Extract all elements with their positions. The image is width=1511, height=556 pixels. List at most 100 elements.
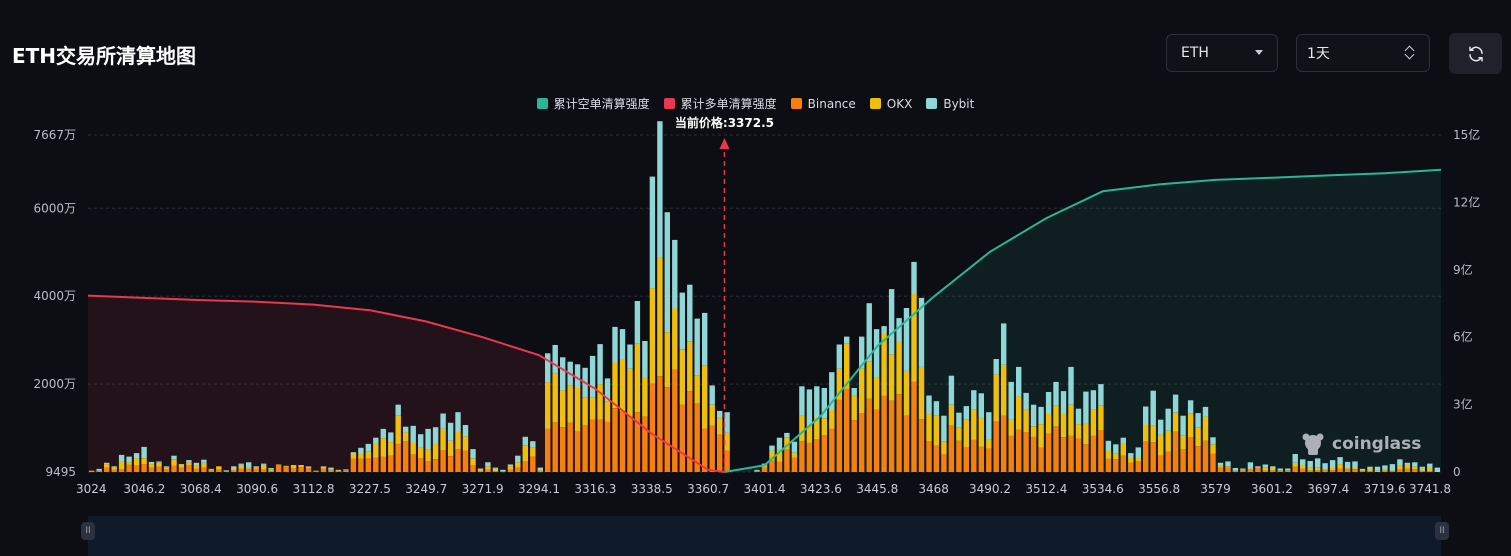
- bar-bybit: [148, 461, 155, 465]
- bar-okx: [948, 404, 955, 426]
- bar-okx: [642, 377, 648, 417]
- bar-bybit: [634, 301, 641, 344]
- bar-bybit: [1389, 464, 1396, 471]
- bar-binance: [1367, 471, 1373, 472]
- bar-bybit: [470, 449, 476, 459]
- interval-select[interactable]: 1天: [1296, 34, 1430, 72]
- bar-binance: [530, 456, 536, 472]
- bar-bybit: [1172, 394, 1179, 413]
- bar-bybit: [350, 452, 357, 454]
- bar-bybit: [881, 326, 887, 334]
- bar-okx: [1060, 413, 1067, 438]
- x-tick-label: 3068.4: [180, 482, 222, 496]
- bar-bybit: [971, 390, 977, 410]
- bar-binance: [470, 465, 476, 472]
- bar-binance: [298, 467, 304, 472]
- bar-binance: [133, 465, 140, 472]
- bar-binance: [1427, 471, 1433, 472]
- bar-bybit: [1404, 462, 1411, 465]
- bar-bybit: [597, 344, 603, 385]
- bar-okx: [261, 465, 267, 470]
- bar-okx: [1143, 424, 1149, 442]
- bar-binance: [440, 450, 446, 472]
- y-right-tick: 0: [1453, 465, 1461, 479]
- bar-okx: [358, 453, 364, 459]
- bar-okx: [664, 332, 670, 388]
- bar-okx: [717, 417, 723, 435]
- bar-okx: [380, 438, 386, 457]
- x-tick-label: 3445.8: [856, 482, 898, 496]
- bar-okx: [1240, 469, 1246, 471]
- bar-bybit: [477, 468, 484, 470]
- legend-item-binance[interactable]: Binance: [790, 95, 856, 112]
- symbol-select[interactable]: ETH: [1166, 34, 1278, 72]
- bar-bybit: [290, 465, 297, 466]
- bar-binance: [1001, 415, 1007, 472]
- bar-bybit: [791, 441, 798, 453]
- bar-binance: [612, 408, 618, 472]
- bar-okx: [1030, 426, 1037, 437]
- bar-binance: [118, 469, 125, 472]
- bar-binance: [313, 471, 319, 472]
- bar-bybit: [126, 456, 132, 463]
- bar-bybit: [717, 410, 723, 418]
- bar-bybit: [993, 359, 999, 375]
- legend-swatch: [663, 98, 675, 109]
- bar-binance: [903, 415, 910, 472]
- bar-bybit: [96, 468, 102, 471]
- bar-bybit: [208, 468, 214, 470]
- bar-bybit: [911, 261, 917, 294]
- legend-item-long[interactable]: 累计多单清算强度: [663, 95, 777, 112]
- bar-okx: [1090, 409, 1097, 436]
- bar-binance: [335, 471, 342, 472]
- zoom-handle-left[interactable]: II: [81, 522, 95, 540]
- bar-okx: [1202, 416, 1209, 441]
- bar-bybit: [1105, 440, 1112, 451]
- legend-item-bybit[interactable]: Bybit: [926, 95, 974, 112]
- bar-binance: [1247, 468, 1254, 472]
- refresh-button[interactable]: [1449, 33, 1502, 74]
- bar-binance: [395, 443, 401, 472]
- current-price-label: 当前价格:3372.5: [675, 115, 774, 130]
- bar-okx: [1113, 453, 1119, 460]
- bar-okx: [275, 464, 282, 465]
- bar-okx: [687, 341, 693, 392]
- y-right-tick: 15亿: [1453, 127, 1480, 142]
- bar-binance: [522, 461, 528, 472]
- bar-binance: [776, 461, 783, 472]
- bar-okx: [1397, 465, 1403, 470]
- bar-binance: [679, 404, 685, 472]
- bar-binance: [567, 422, 573, 472]
- bar-bybit: [507, 464, 514, 467]
- bar-bybit: [1217, 462, 1224, 466]
- bar-bybit: [963, 406, 969, 420]
- bar-okx: [918, 366, 925, 420]
- bar-bybit: [1315, 458, 1321, 468]
- bar-binance: [1419, 471, 1425, 472]
- bar-bybit: [918, 297, 925, 367]
- bar-bybit: [111, 466, 117, 468]
- bar-bybit: [836, 344, 842, 369]
- legend-label: Bybit: [943, 96, 975, 111]
- bar-binance: [1382, 470, 1388, 472]
- bar-bybit: [104, 462, 110, 465]
- bar-binance: [634, 412, 641, 472]
- bar-okx: [545, 382, 551, 429]
- bar-okx: [1270, 468, 1276, 471]
- x-tick-label: 3249.7: [405, 482, 447, 496]
- zoom-handle-right[interactable]: II: [1435, 522, 1449, 540]
- bar-okx: [298, 465, 304, 468]
- bar-binance: [963, 447, 969, 472]
- bar-bybit: [1397, 459, 1403, 465]
- bar-bybit: [754, 469, 760, 471]
- bar-bybit: [694, 318, 700, 376]
- bar-okx: [118, 461, 125, 470]
- chevron-down-icon: [1255, 50, 1263, 55]
- legend-item-okx[interactable]: OKX: [869, 95, 912, 112]
- bar-okx: [791, 452, 798, 458]
- x-tick-label: 3271.9: [462, 482, 504, 496]
- bar-binance: [268, 471, 274, 472]
- legend-item-short[interactable]: 累计空单清算强度: [536, 95, 650, 112]
- bar-okx: [709, 404, 715, 426]
- bar-binance: [978, 446, 984, 472]
